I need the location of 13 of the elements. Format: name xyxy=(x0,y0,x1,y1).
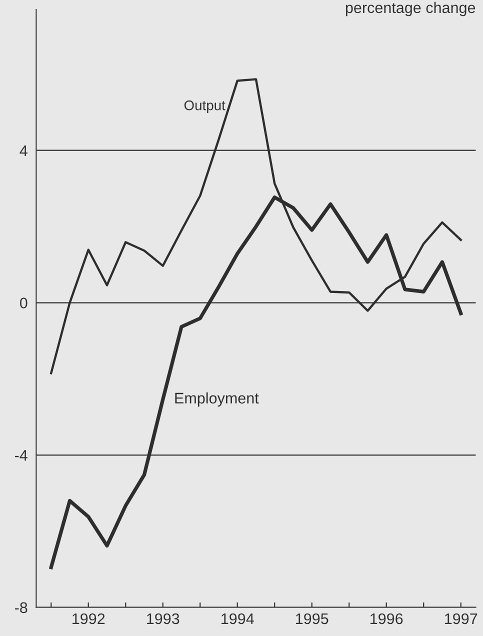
x-tick-label: 1996 xyxy=(370,613,403,624)
chart-title: percentage change xyxy=(346,2,476,16)
series-label: Output xyxy=(184,100,226,114)
y-tick-label: 4 xyxy=(20,145,28,156)
y-tick-label: -4 xyxy=(14,450,28,461)
x-tick-label: 1992 xyxy=(72,613,105,624)
x-tick-label: 1997 xyxy=(445,613,478,624)
x-tick-label: 1994 xyxy=(222,613,254,624)
y-tick-label: -8 xyxy=(14,602,28,614)
series-label: Employment xyxy=(175,392,259,407)
x-tick-label: 1995 xyxy=(296,613,328,624)
y-tick-label: 0 xyxy=(20,298,28,308)
x-tick-label: 1993 xyxy=(147,613,180,624)
